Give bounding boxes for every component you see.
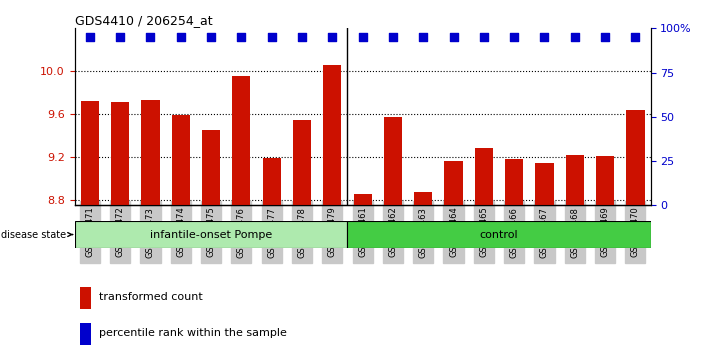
Point [84, 34, 95, 40]
Point [508, 34, 520, 40]
Bar [348, 221, 651, 248]
Point [599, 34, 611, 40]
Point [569, 34, 580, 40]
Text: infantile-onset Pompe: infantile-onset Pompe [150, 229, 272, 240]
Bar [596, 156, 614, 205]
Bar [353, 194, 372, 205]
Point [630, 34, 641, 40]
Point [326, 34, 338, 40]
Bar [81, 101, 99, 205]
Bar [444, 161, 463, 205]
Point [448, 34, 459, 40]
Bar [80, 323, 91, 345]
Bar [505, 159, 523, 205]
Bar [262, 158, 281, 205]
Point [357, 34, 368, 40]
Bar [626, 110, 644, 205]
Bar [475, 148, 493, 205]
Point [114, 34, 126, 40]
Point [145, 34, 156, 40]
Bar [141, 100, 159, 205]
Bar [414, 193, 432, 205]
Bar [384, 118, 402, 205]
Point [539, 34, 550, 40]
Bar [80, 287, 91, 309]
Bar [171, 115, 190, 205]
Bar [75, 221, 348, 248]
Text: transformed count: transformed count [99, 292, 203, 302]
Bar [535, 164, 554, 205]
Bar [566, 155, 584, 205]
Point [387, 34, 399, 40]
Point [417, 34, 429, 40]
Bar [293, 120, 311, 205]
Point [175, 34, 186, 40]
Point [205, 34, 217, 40]
Bar [111, 102, 129, 205]
Text: control: control [480, 229, 518, 240]
Text: GDS4410 / 206254_at: GDS4410 / 206254_at [75, 14, 213, 27]
Bar [324, 65, 341, 205]
Bar [232, 75, 250, 205]
Point [235, 34, 247, 40]
Text: disease state: disease state [1, 229, 73, 240]
Text: percentile rank within the sample: percentile rank within the sample [99, 328, 287, 338]
Point [296, 34, 308, 40]
Point [479, 34, 490, 40]
Point [266, 34, 277, 40]
Bar [202, 130, 220, 205]
